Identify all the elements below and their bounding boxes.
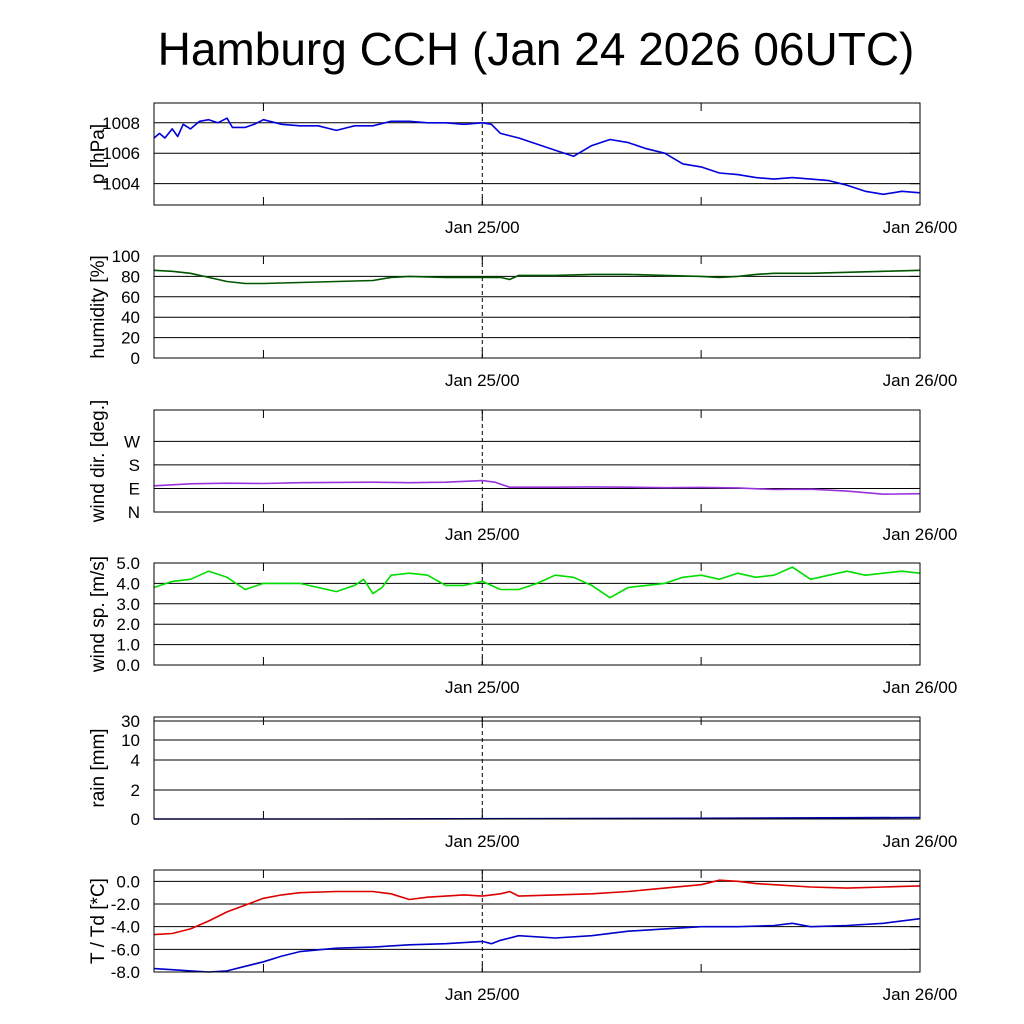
x-tick-label: Jan 26/00 bbox=[883, 218, 958, 237]
y-tick-label: 1.0 bbox=[116, 636, 140, 655]
x-tick-label: Jan 25/00 bbox=[445, 218, 520, 237]
y-tick-label: 1004 bbox=[102, 175, 140, 194]
y-tick-label: 2.0 bbox=[116, 615, 140, 634]
y-tick-label: 0.0 bbox=[116, 872, 140, 891]
x-tick-label: Jan 26/00 bbox=[883, 371, 958, 390]
y-axis-label: wind dir. [deg.] bbox=[88, 400, 109, 524]
y-tick-label: 80 bbox=[121, 267, 140, 286]
plot-frame bbox=[153, 102, 921, 206]
x-tick-label: Jan 25/00 bbox=[445, 678, 520, 697]
x-tick-label: Jan 26/00 bbox=[883, 525, 958, 544]
x-tick-label: Jan 25/00 bbox=[445, 985, 520, 1004]
y-tick-label: 0 bbox=[131, 810, 140, 829]
y-tick-label: W bbox=[124, 432, 140, 451]
chart-title: Hamburg CCH (Jan 24 2026 06UTC) bbox=[157, 23, 915, 75]
y-tick-label: -2.0 bbox=[111, 895, 140, 914]
panel-pressure: 1004 1006 1008 Jan 25/00 Jan 26/00 p [hPa] bbox=[88, 102, 958, 237]
series-line-1 bbox=[153, 879, 921, 936]
y-tick-label: 100 bbox=[112, 247, 140, 266]
y-tick-label: 0.0 bbox=[116, 656, 140, 675]
y-axis-label: humidity [%] bbox=[88, 255, 109, 358]
y-tick-label: -4.0 bbox=[111, 918, 140, 937]
y-tick-label: 1008 bbox=[102, 114, 140, 133]
y-tick-label: E bbox=[129, 479, 140, 498]
y-tick-label: 5.0 bbox=[116, 554, 140, 573]
y-tick-label: 10 bbox=[121, 731, 140, 750]
y-tick-label: -8.0 bbox=[111, 963, 140, 982]
panel-temperature: -8.0 -6.0 -4.0 -2.0 0.0 Jan 25/00 Jan 26/00 T /… bbox=[88, 869, 958, 1004]
y-tick-label: 20 bbox=[121, 329, 140, 348]
y-tick-label: 2 bbox=[131, 781, 140, 800]
series-line-1 bbox=[153, 117, 921, 196]
x-tick-label: Jan 25/00 bbox=[445, 371, 520, 390]
x-tick-label: Jan 25/00 bbox=[445, 832, 520, 851]
y-tick-label: 1006 bbox=[102, 144, 140, 163]
x-tick-label: Jan 26/00 bbox=[883, 985, 958, 1004]
y-tick-label: -6.0 bbox=[111, 940, 140, 959]
y-tick-label: 4 bbox=[131, 751, 140, 770]
plot-frame bbox=[153, 409, 921, 513]
y-axis-label: p [hPa] bbox=[88, 124, 109, 184]
panel-wind-speed: 0.01.0 2.03.0 4.05.0 Jan 25/00 Jan 26/00 wind… bbox=[88, 554, 957, 697]
plot-frame bbox=[153, 562, 921, 666]
y-tick-label: S bbox=[129, 456, 140, 475]
y-tick-label: 3.0 bbox=[116, 595, 140, 614]
x-tick-label: Jan 25/00 bbox=[445, 525, 520, 544]
series-line-1 bbox=[153, 269, 921, 285]
y-tick-label: 40 bbox=[121, 308, 140, 327]
y-tick-label: 0 bbox=[131, 349, 140, 368]
y-axis-label: wind sp. [m/s] bbox=[88, 556, 109, 673]
y-tick-label: N bbox=[128, 503, 140, 522]
y-axis-label: T / Td [*C] bbox=[88, 878, 109, 964]
y-tick-label: 60 bbox=[121, 288, 140, 307]
series-line-1 bbox=[153, 479, 921, 495]
series-line-1 bbox=[153, 566, 921, 599]
y-axis-label: rain [mm] bbox=[88, 728, 109, 807]
x-tick-label: Jan 26/00 bbox=[883, 832, 958, 851]
x-tick-label: Jan 26/00 bbox=[883, 678, 958, 697]
plot-frame bbox=[153, 869, 921, 973]
y-tick-label: 4.0 bbox=[116, 574, 140, 593]
series-line-2 bbox=[153, 917, 921, 973]
plot-frame bbox=[153, 716, 921, 820]
plot-frame bbox=[153, 255, 921, 359]
y-tick-label: 30 bbox=[121, 712, 140, 731]
